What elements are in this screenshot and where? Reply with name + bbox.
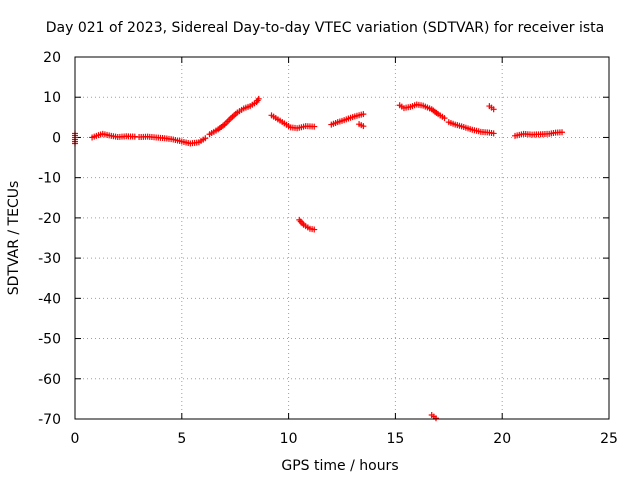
data-point <box>311 123 318 130</box>
x-tick-label: 10 <box>280 431 298 447</box>
y-tick-label: -70 <box>38 412 61 428</box>
y-tick-label: -60 <box>38 372 61 388</box>
data-point <box>441 115 448 122</box>
y-tick-label: -40 <box>38 291 61 307</box>
data-point <box>490 130 497 137</box>
y-axis-ticks: 20 10 0 -10 -20 -30 -40 -50 -60 -70 <box>38 50 609 428</box>
y-axis-label: SDTVAR / TECUs <box>6 181 22 296</box>
data-points <box>72 95 566 422</box>
data-point <box>360 123 367 130</box>
y-tick-label: -50 <box>38 332 61 348</box>
x-axis-label: GPS time / hours <box>281 458 398 474</box>
y-tick-label: -20 <box>38 211 61 227</box>
plot-frame <box>74 56 610 420</box>
y-tick-label: -30 <box>38 251 61 267</box>
data-point <box>360 111 367 118</box>
data-point <box>559 129 566 136</box>
data-point <box>255 95 262 102</box>
y-tick-label: 20 <box>43 50 61 66</box>
x-tick-label: 20 <box>493 431 511 447</box>
x-tick-label: 5 <box>177 431 186 447</box>
x-tick-label: 25 <box>600 431 618 447</box>
data-point <box>490 106 497 113</box>
x-axis-ticks: 0 5 10 15 20 25 <box>71 57 618 447</box>
data-point <box>202 135 209 142</box>
x-tick-label: 0 <box>71 431 80 447</box>
data-point <box>432 415 439 422</box>
y-tick-label: 10 <box>43 90 61 106</box>
x-tick-label: 15 <box>386 431 404 447</box>
chart-title: Day 021 of 2023, Sidereal Day-to-day VTE… <box>46 20 604 36</box>
data-point <box>311 226 318 233</box>
grid <box>75 57 609 419</box>
y-tick-label: -10 <box>38 171 61 187</box>
y-tick-label: 0 <box>52 130 61 146</box>
